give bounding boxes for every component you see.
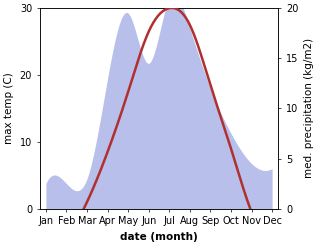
Y-axis label: med. precipitation (kg/m2): med. precipitation (kg/m2)	[304, 38, 314, 178]
X-axis label: date (month): date (month)	[120, 232, 198, 242]
Y-axis label: max temp (C): max temp (C)	[4, 73, 14, 144]
